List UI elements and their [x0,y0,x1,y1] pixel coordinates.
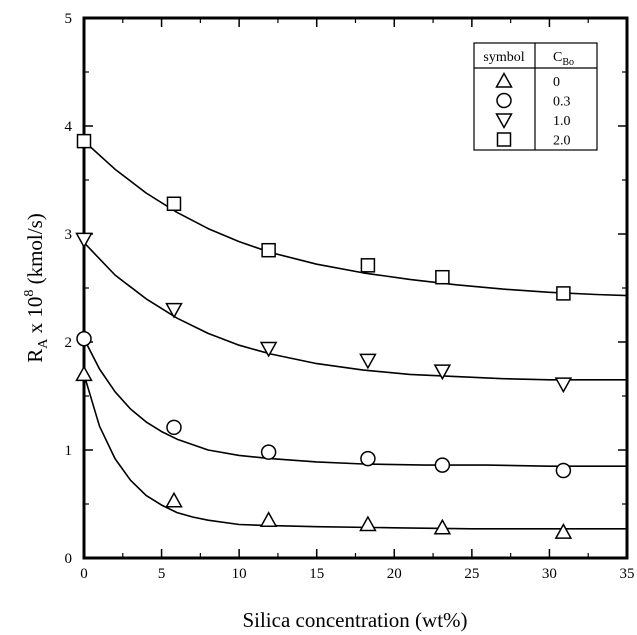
legend-value: 0 [553,75,560,90]
x-tick-label: 35 [620,566,635,582]
data-point-circle [555,462,572,479]
fit-curves [83,140,628,530]
fit-curve-triangle-down [83,242,627,381]
x-tick-label: 25 [464,566,479,582]
x-tick-label: 10 [232,566,247,582]
y-tick-label: 0 [65,551,73,567]
data-point-triangle-up [165,491,183,508]
y-axis-title-mid: x 10 [23,297,47,339]
data-point-circle [76,331,92,347]
x-axis-title: Silica concentration (wt%) [242,608,467,632]
data-point-triangle-up [359,515,377,532]
legend-symbol-circle [496,92,512,109]
y-tick-label: 3 [65,227,73,243]
data-markers [75,133,573,539]
legend-value: 0.3 [553,95,571,110]
data-point-square [435,269,450,285]
legend-symbol-square [496,132,512,147]
y-tick-label: 2 [65,335,73,351]
data-point-triangle-up [75,365,93,382]
data-point-square [556,286,571,301]
axis-ticks: 0 5 10 15 20 25 30 35 0 1 2 3 4 5 [65,11,635,582]
y-axis-title-end: (kmol/s) [23,213,47,289]
data-point-circle [434,457,451,473]
y-axis-title-main: R [23,349,47,363]
legend-symbol-triangle-up [495,71,513,88]
data-point-circle [360,450,376,467]
legend-header-value: CBo [553,50,574,68]
fit-curve-square [83,140,628,297]
legend-header-symbol: symbol [483,50,524,65]
fit-curve-circle [83,338,627,467]
x-tick-label: 0 [80,566,88,582]
legend-symbol-triangle-down [495,113,513,130]
data-point-circle [166,419,182,436]
data-point-square [76,133,92,149]
legend-value: 1.0 [553,114,571,129]
legend-header-value-main: C [553,50,562,65]
x-tick-label: 20 [387,566,402,582]
data-point-triangle-down [259,341,278,358]
data-point-square [360,258,376,273]
data-point-triangle-down [165,302,183,319]
data-point-triangle-up [259,511,278,527]
legend-header-value-subscript: Bo [562,57,574,68]
data-point-circle [260,444,277,460]
y-tick-label: 1 [65,443,73,459]
x-tick-label: 5 [158,566,166,582]
data-point-triangle-down [433,364,452,381]
x-tick-label: 30 [542,566,557,582]
fit-curve-triangle-up [83,374,627,530]
y-tick-label: 4 [65,119,73,135]
legend: symbol CBo 0 0.3 1.0 2.0 [473,42,598,151]
x-tick-label: 15 [309,566,324,582]
legend-rows: 0 0.3 1.0 2.0 [495,71,571,149]
data-point-triangle-down [359,353,377,370]
data-point-square [166,196,182,212]
y-axis-title-superscript: 8 [22,290,37,297]
y-axis-title: RA x 108 (kmol/s) [22,213,51,363]
legend-value: 2.0 [553,134,571,149]
data-point-triangle-down [75,232,93,249]
data-point-square [261,242,276,258]
y-axis-title-subscript: A [36,338,51,349]
data-point-triangle-up [433,518,452,535]
data-point-triangle-up [554,523,573,539]
y-tick-label: 5 [65,11,73,27]
data-point-triangle-down [554,377,573,394]
